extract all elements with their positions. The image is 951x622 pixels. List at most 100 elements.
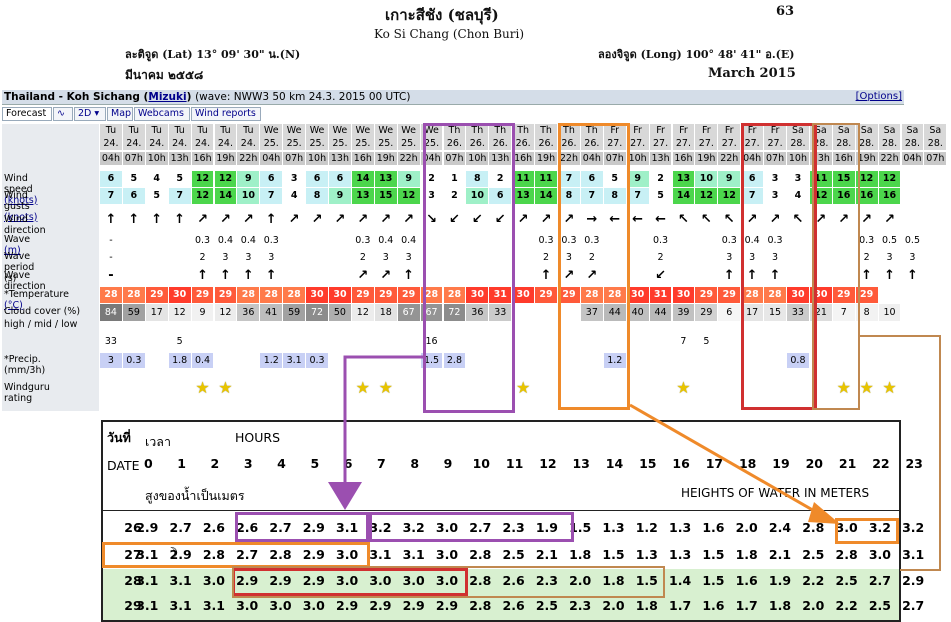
forecast-cloud-cell: 59 (283, 304, 306, 321)
tab-wind-reports[interactable]: Wind reports (191, 107, 261, 121)
tide-height-cell: 1.7 (669, 598, 692, 613)
tide-height-cell: 3.0 (835, 520, 858, 535)
unit-link[interactable]: (°C) (4, 299, 23, 311)
forecast-period-cell: 3 (909, 252, 916, 263)
forecast-period-cell: 2 (588, 252, 595, 263)
forecast-speed-cell: 9 (397, 171, 420, 187)
forecast-gusts-cell: 7 (580, 188, 603, 204)
forecast-wave-cell: 0.3 (721, 235, 737, 246)
row-label-temp: *Temperature (°C) (4, 289, 69, 311)
row-label-speed: Wind speed (knots) (4, 173, 37, 206)
tide-height-cell: 1.3 (602, 520, 625, 535)
user-link[interactable]: Mizuki (148, 91, 187, 103)
forecast-day: Th (512, 124, 535, 137)
forecast-hour: 07h (924, 152, 947, 165)
forecast-period-cell: 3 (749, 252, 756, 263)
forecast-speed-cell: 5 (122, 171, 145, 187)
tide-hour-label: 13 (572, 456, 590, 471)
forecast-wavedir-cell: ↑ (746, 268, 758, 283)
forecast-wdir-cell: ↘ (426, 212, 437, 227)
tide-height-cell: 2.5 (502, 547, 525, 562)
forecast-date: 27. (672, 137, 695, 150)
tide-height-cell: 3.0 (336, 573, 359, 588)
forecast-cloud-cell: 72 (443, 304, 466, 321)
tide-height-cell: 2.6 (502, 573, 525, 588)
unit-link[interactable]: (knots) (4, 194, 38, 206)
forecast-date: 28. (855, 137, 878, 150)
forecast-day: Sa (787, 124, 809, 137)
forecast-day: Th (580, 124, 603, 137)
tide-height-cell: 2.9 (169, 547, 192, 562)
forecast-speed-cell: 6 (100, 171, 122, 187)
tide-height-cell: 2.8 (269, 547, 292, 562)
tide-height-cell: 2.4 (768, 520, 792, 535)
forecast-gusts-cell: 7 (741, 188, 764, 204)
options-link[interactable]: [Options] (855, 91, 902, 102)
forecast-day: Th (466, 124, 489, 137)
tide-height-cell: 1.3 (669, 520, 692, 535)
tide-height-cell: 3.2 (868, 520, 891, 535)
forecast-temp-cell: 28 (443, 287, 466, 303)
forecast-hour: 22h (237, 152, 260, 165)
tide-height-cell: 1.3 (669, 547, 692, 562)
forecast-speed-cell: 3 (787, 171, 809, 187)
tide-row-date: 28 (124, 573, 142, 588)
forecast-date: 25. (260, 137, 283, 150)
tide-hour-label: 12 (539, 456, 557, 471)
forecast-date: 25. (329, 137, 351, 150)
forecast-wdir-cell: ← (609, 212, 621, 227)
forecast-date: 24. (214, 137, 237, 150)
forecast-hour: 16h (672, 152, 695, 165)
tab-webcams[interactable]: Webcams (134, 107, 190, 121)
forecast-precip-cell: 0.8 (787, 353, 809, 368)
tide-height-cell: 1.5 (702, 573, 725, 588)
forecast-cloud-cell: 67 (420, 304, 443, 321)
tide-hour-label: 5 (310, 456, 320, 471)
forecast-hour: 19h (695, 152, 718, 165)
tide-height-cell: 1.3 (635, 547, 658, 562)
tide-row-date: 26 (124, 520, 142, 535)
forecast-hour: 10h (787, 152, 809, 165)
forecast-cloud-cell: 17 (741, 304, 764, 321)
forecast-precip-cell: 1.2 (603, 353, 626, 368)
row-label-gusts: Wind gusts (knots) (4, 190, 37, 223)
forecast-temp-cell: 28 (237, 287, 260, 303)
forecast-day: We (420, 124, 443, 137)
forecast-wave-cell: 0.5 (881, 235, 898, 246)
tab-2d[interactable]: 2D ▾ (74, 107, 106, 121)
forecast-hour: 13h (489, 152, 512, 165)
forecast-temp-cell: 29 (145, 287, 168, 303)
forecast-wavedir-cell: ↑ (884, 268, 895, 283)
forecast-temp-cell: 30 (466, 287, 489, 303)
forecast-hour: 10h (145, 152, 168, 165)
tide-hour-label: 22 (872, 456, 890, 471)
forecast-date: 27. (741, 137, 764, 150)
row-label-text: Wave period (s) (4, 251, 35, 284)
tide-height-cell: 3.2 (369, 520, 392, 535)
unit-link[interactable]: (m) (4, 245, 21, 256)
forecast-wdir-cell: ↑ (105, 212, 117, 227)
forecast-hour: 16h (191, 152, 214, 165)
tide-hours-header: HOURS (235, 430, 281, 445)
forecast-cloud-cell: 15 (764, 304, 786, 321)
unit-link[interactable]: (knots) (4, 211, 38, 223)
forecast-wave-cell: 0.3 (355, 235, 371, 246)
forecast-speed-cell: 6 (741, 171, 764, 187)
tide-height-cell: 2.8 (469, 547, 492, 562)
forecast-day: We (374, 124, 397, 137)
forecast-temp-cell: 28 (100, 287, 122, 303)
tab-forecast[interactable]: Forecast (2, 107, 52, 121)
forecast-speed-cell: 6 (580, 171, 603, 187)
chart-icon[interactable]: ∿ (53, 107, 73, 121)
forecast-cloud-cell: 7 (832, 304, 855, 321)
tide-hour-label: 21 (838, 456, 857, 471)
tide-height-cell: 2.8 (835, 547, 858, 562)
forecast-date: 26. (580, 137, 603, 150)
forecast-temp-cell: 29 (558, 287, 580, 303)
tide-height-cell: 2.6 (236, 520, 259, 535)
forecast-hour: 07h (443, 152, 466, 165)
tide-height-cell: 3.0 (269, 598, 292, 613)
tab-map[interactable]: Map (107, 107, 133, 121)
forecast-hour: 16h (351, 152, 374, 165)
forecast-day: Th (558, 124, 580, 137)
